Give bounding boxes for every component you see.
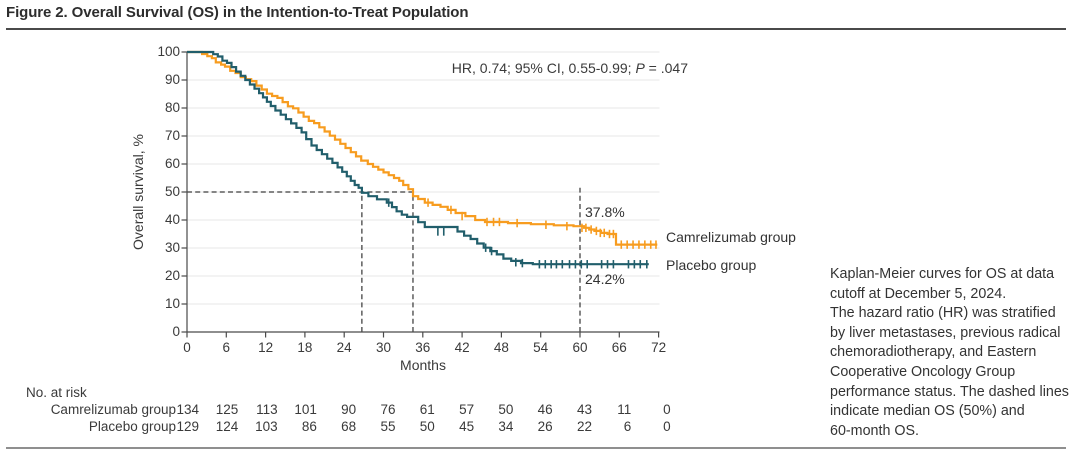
y-axis-title: Overall survival, % <box>130 134 146 250</box>
title-rule <box>6 28 1066 30</box>
p-symbol: P <box>635 60 645 76</box>
survival-curve-placebo <box>187 50 649 266</box>
landmark-pct-camrelizumab: 37.8% <box>585 204 625 220</box>
p-value: = .047 <box>644 60 688 76</box>
x-axis-title: Months <box>400 357 446 373</box>
figure-title: Figure 2. Overall Survival (OS) in the I… <box>6 4 469 21</box>
hr-text: HR, 0.74; 95% CI, 0.55-0.99; <box>451 60 636 76</box>
series-label-placebo: Placebo group <box>666 257 757 273</box>
figure-caption: Kaplan-Meier curves for OS at data cutof… <box>830 266 1069 439</box>
landmark-pct-placebo: 24.2% <box>585 271 625 287</box>
bottom-rule <box>6 447 1066 449</box>
risk-table-title: No. at risk <box>26 385 87 400</box>
series-label-camrelizumab: Camrelizumab group <box>666 229 796 245</box>
hr-annotation: HR, 0.74; 95% CI, 0.55-0.99; P = .047 <box>420 60 688 76</box>
